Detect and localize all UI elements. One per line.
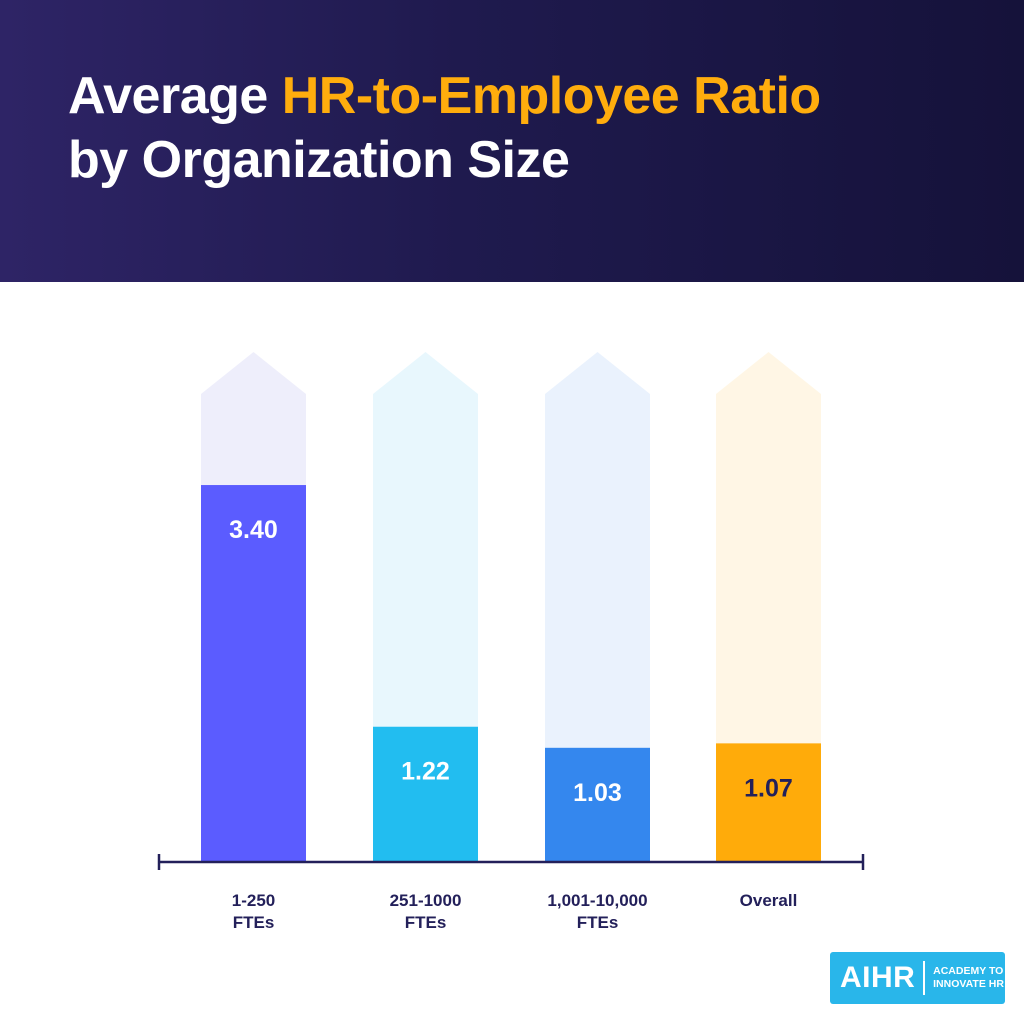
category-label-1: 1-250 FTEs [232, 891, 275, 932]
bar-1 [201, 485, 306, 862]
category-label-4-line-1: Overall [740, 891, 798, 910]
value-label-4: 1.07 [744, 774, 793, 802]
bar-track-3 [545, 352, 650, 862]
logo-mark: AIHR [840, 961, 916, 994]
logo-tagline-line-1: ACADEMY TO [933, 965, 1004, 977]
category-label-3: 1,001-10,000 FTEs [547, 891, 647, 932]
bar-chart: 3.40 1-250 FTEs 1.22 251-1000 FTEs 1.03 1,001-1… [157, 352, 865, 932]
bar-4 [716, 743, 821, 862]
category-label-2: 251-1000 FTEs [390, 891, 462, 932]
bar-3 [545, 747, 650, 862]
logo-divider [923, 961, 926, 995]
category-label-4: Overall [740, 891, 798, 910]
page-title: Average HR-to-Employee Ratio by Organiza… [68, 64, 821, 192]
category-label-1-line-2: FTEs [233, 913, 275, 932]
bar-2 [373, 726, 478, 862]
category-label-3-line-2: FTEs [577, 913, 619, 932]
title-line-2: by Organization Size [68, 131, 570, 189]
title-lead: Average [68, 67, 282, 125]
category-label-3-line-1: 1,001-10,000 [547, 891, 647, 910]
logo-tagline: ACADEMY TO INNOVATE HR [925, 965, 1005, 991]
value-label-1: 3.40 [229, 516, 278, 544]
bar-track-4 [716, 352, 821, 862]
title-accent: HR-to-Employee Ratio [281, 67, 821, 125]
category-label-2-line-1: 251-1000 [390, 891, 462, 910]
logo-tagline-line-2: INNOVATE HR [933, 978, 1004, 990]
category-label-2-line-2: FTEs [405, 913, 447, 932]
header-banner: Average HR-to-Employee Ratio by Organiza… [0, 0, 1024, 282]
category-label-1-line-1: 1-250 [232, 891, 275, 910]
value-label-2: 1.22 [401, 758, 450, 786]
aihr-logo: AIHR ACADEMY TO INNOVATE HR [830, 952, 1005, 1004]
value-label-3: 1.03 [573, 779, 622, 807]
